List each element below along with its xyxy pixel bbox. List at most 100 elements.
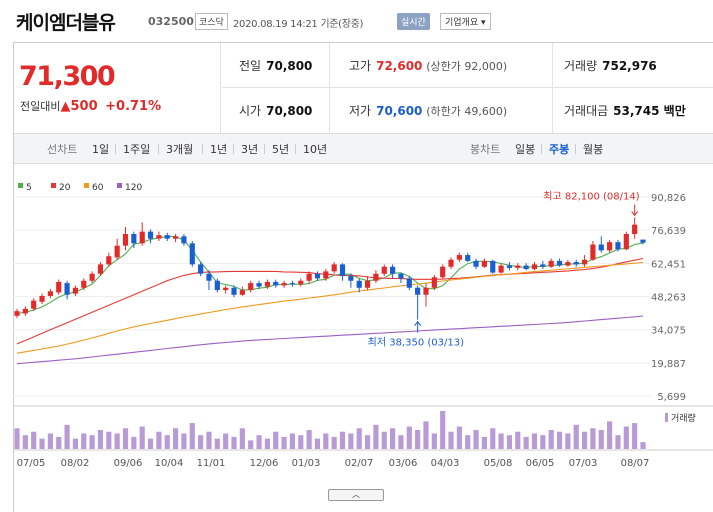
volume-bar <box>381 431 387 449</box>
candle-body <box>423 287 429 295</box>
x-tick-label: 04/03 <box>431 458 460 469</box>
candle-body <box>56 281 62 293</box>
tab-3y[interactable]: 3년 <box>241 143 259 156</box>
candle-body <box>181 236 187 244</box>
volume-bar <box>573 424 579 449</box>
volume-bar <box>89 435 95 449</box>
volume-bar <box>198 435 204 449</box>
volume-bar <box>331 436 337 449</box>
candle-body <box>97 264 104 274</box>
tab-1d[interactable]: 1일 <box>92 143 110 156</box>
tab-1w[interactable]: 1주일 <box>123 143 151 156</box>
tab-1y[interactable]: 1년 <box>210 143 228 156</box>
volume-bar <box>565 433 571 449</box>
tab-10y[interactable]: 10년 <box>303 143 328 156</box>
volume-bar <box>615 435 621 449</box>
chart-tab-bar: 선차트 1일 1주일 3개월 1년 3년 5년 10년 봉차트 일봉 주봉 월봉 <box>14 133 713 164</box>
market-badge: 코스닥 <box>195 13 228 30</box>
tab-daily[interactable]: 일봉 <box>515 143 536 156</box>
company-info-dropdown[interactable]: 기업개요 ▾ <box>440 13 491 30</box>
candle-body <box>248 283 254 291</box>
candle-body <box>531 264 538 270</box>
volume-bar <box>131 436 137 449</box>
volume-bar <box>172 428 179 449</box>
candle-body <box>147 231 154 239</box>
volume-bar <box>231 436 237 449</box>
candle-body <box>607 242 613 251</box>
volume-bar <box>189 423 195 449</box>
volume-legend-swatch <box>665 413 668 422</box>
candle-body <box>131 233 137 244</box>
candle-body <box>615 242 621 250</box>
volume-bar <box>239 428 245 449</box>
volume-bar <box>531 433 538 449</box>
volume-bar <box>373 424 379 449</box>
volume-bar <box>356 428 362 449</box>
candle-body <box>573 262 579 265</box>
volume-bar <box>72 438 79 449</box>
candle-body <box>31 300 37 309</box>
stock-code: 032500 <box>148 15 194 28</box>
x-tick-label: 08/07 <box>621 458 650 469</box>
y-tick-label: 5,699 <box>657 392 686 403</box>
volume-bar <box>39 438 45 449</box>
candle-chart-label: 봉차트 <box>470 143 501 156</box>
legend-swatch <box>51 183 56 188</box>
candle-body <box>72 287 79 294</box>
candle-body <box>314 273 321 279</box>
legend-swatch <box>18 183 23 188</box>
legend-label: 5 <box>26 183 32 193</box>
volume-bar <box>607 421 613 449</box>
volume-bar <box>456 426 462 449</box>
tab-monthly[interactable]: 월봉 <box>583 143 604 156</box>
candle-body <box>640 239 646 243</box>
volume-bar <box>556 431 563 449</box>
stat-amount: 거래대금 53,745 백만 <box>564 104 686 118</box>
volume-bar <box>314 438 321 449</box>
volume-bar <box>640 442 646 449</box>
volume-bar <box>339 431 346 449</box>
volume-bar <box>598 430 604 449</box>
price-stats: 전일 70,800 고가 72,600 (상한가 92,000) 거래량 752,97… <box>222 43 713 134</box>
candle-body <box>556 260 563 266</box>
volume-bar <box>523 436 529 449</box>
candle-body <box>565 262 571 266</box>
tab-3m[interactable]: 3개월 <box>166 143 194 156</box>
tab-weekly[interactable]: 주봉 <box>549 143 570 156</box>
ma-line-20 <box>16 257 644 345</box>
candle-body <box>289 283 296 285</box>
volume-bar <box>423 421 429 449</box>
collapse-chart-button[interactable]: ︿ <box>328 489 384 501</box>
candle-body <box>515 265 521 268</box>
x-tick-label: 02/07 <box>345 458 374 469</box>
volume-bar <box>164 435 170 449</box>
x-tick-label: 10/04 <box>155 458 184 469</box>
ma-line-120 <box>16 315 644 365</box>
tab-5y[interactable]: 5년 <box>272 143 290 156</box>
volume-bar <box>273 431 279 449</box>
stock-header: 케이엠더블유 032500 코스닥 2020.08.19 14:21 기준(장중… <box>0 0 713 42</box>
candle-body <box>506 265 513 268</box>
x-tick-label: 07/05 <box>17 458 46 469</box>
price-box: 71,300 전일대비▲500 +0.71% <box>14 43 221 134</box>
volume-bar <box>465 435 471 449</box>
x-tick-label: 12/06 <box>250 458 279 469</box>
volume-bar <box>406 426 412 449</box>
x-tick-label: 05/08 <box>484 458 513 469</box>
x-tick-label: 09/06 <box>114 458 143 469</box>
candle-body <box>348 276 354 281</box>
candle-body <box>390 266 396 274</box>
volume-bar <box>448 431 454 449</box>
candle-body <box>172 236 179 239</box>
candle-body <box>14 311 20 316</box>
current-price: 71,300 <box>19 61 116 92</box>
candle-body <box>523 265 529 270</box>
volume-bar <box>22 435 28 449</box>
volume-bar <box>56 436 62 449</box>
volume-bar <box>81 433 87 449</box>
legend-label: 60 <box>92 183 104 193</box>
realtime-button[interactable]: 실시간 <box>397 13 430 30</box>
high-arrow-head-icon <box>631 211 639 217</box>
change-percent: +0.71% <box>105 99 162 114</box>
